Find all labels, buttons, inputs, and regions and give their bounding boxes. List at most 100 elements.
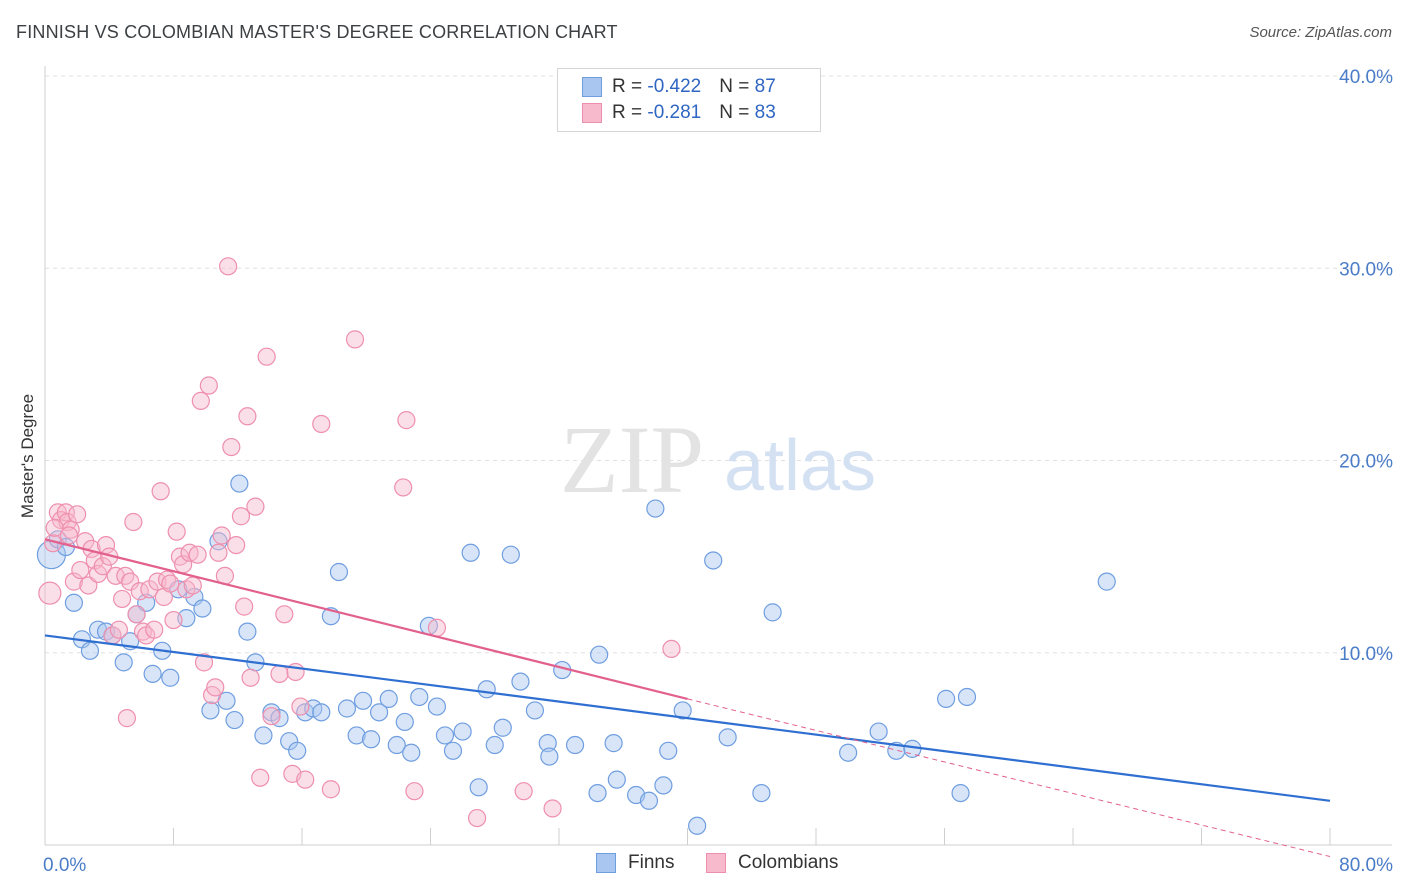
finns-point xyxy=(288,741,307,760)
finns-point xyxy=(511,672,530,691)
x-tick-label-max: 80.0% xyxy=(1339,855,1393,876)
watermark-zip: ZIP xyxy=(560,406,704,513)
legend-item-finns[interactable]: Finns xyxy=(596,852,674,874)
colombians-point xyxy=(345,330,365,349)
data-points xyxy=(36,257,1116,835)
finns-point xyxy=(161,668,180,687)
colombians-point xyxy=(206,678,225,697)
finns-point xyxy=(477,680,496,699)
colombians-point xyxy=(183,576,202,595)
legend-r-label: R = xyxy=(612,102,648,123)
finns-point xyxy=(201,701,220,720)
finns-point xyxy=(238,622,257,641)
legend-r-label: R = xyxy=(612,76,648,97)
y-tick-label: 20.0% xyxy=(1339,452,1393,473)
axes xyxy=(44,66,1392,846)
colombians-point xyxy=(71,560,90,580)
finns-point xyxy=(361,730,381,749)
y-axis-label: Master's Degree xyxy=(18,394,37,518)
finns-point xyxy=(604,734,623,753)
finns-point xyxy=(193,599,212,618)
finns-point xyxy=(869,722,888,741)
finns-point xyxy=(937,689,956,708)
colombians-point xyxy=(164,610,183,630)
finns-point xyxy=(230,474,249,493)
finns-point xyxy=(353,691,373,710)
legend-n-label: N = xyxy=(719,102,755,123)
finns-point xyxy=(254,726,273,745)
finns-point xyxy=(143,664,162,683)
source-label: Source: ZipAtlas.com xyxy=(1249,24,1392,41)
finns-point xyxy=(347,726,366,745)
legend-swatch-colombians xyxy=(706,853,726,873)
colombians-point xyxy=(227,535,246,555)
colombians-point xyxy=(251,768,270,787)
legend-swatch-finns xyxy=(582,77,602,97)
legend-item-colombians[interactable]: Colombians xyxy=(706,852,838,874)
colombians-point xyxy=(235,597,254,616)
colombians-point xyxy=(116,566,135,585)
finns-point xyxy=(387,735,406,755)
finns-point xyxy=(485,735,504,755)
colombians-point xyxy=(112,589,132,609)
y-tick-label: 30.0% xyxy=(1339,259,1393,280)
finns-point xyxy=(337,699,357,718)
finns-point xyxy=(469,778,488,797)
series-legend: Finns Colombians xyxy=(0,852,1406,878)
finns-point xyxy=(704,551,723,570)
finns-point xyxy=(114,653,133,672)
finns-point xyxy=(370,703,389,722)
colombians-point xyxy=(121,572,140,591)
finns-point xyxy=(379,689,398,708)
finns-point xyxy=(540,747,559,766)
legend-r-value: -0.422 xyxy=(647,76,702,97)
colombians-point xyxy=(222,437,241,457)
finns-point xyxy=(763,603,782,622)
finns-point xyxy=(951,783,970,803)
finns-point xyxy=(688,816,707,835)
finns-point xyxy=(525,701,545,720)
finns-point xyxy=(64,593,84,612)
finns-point xyxy=(225,710,244,730)
colombians-point xyxy=(321,780,341,799)
colombians-point xyxy=(124,512,143,532)
colombians-point xyxy=(427,618,447,637)
finns-point xyxy=(402,743,421,762)
finns-point xyxy=(410,687,429,707)
legend-n-value: 87 xyxy=(754,76,776,97)
legend-swatch-finns xyxy=(596,853,616,873)
colombians-point xyxy=(219,257,238,276)
finns-point xyxy=(461,543,480,562)
finns-point xyxy=(673,701,692,720)
finns-point xyxy=(329,562,349,582)
colombians-point xyxy=(394,478,413,497)
colombians-point xyxy=(93,557,112,576)
colombians-point xyxy=(59,526,79,545)
colombians-trend-line xyxy=(44,538,688,700)
finns-point xyxy=(312,703,331,722)
colombians-point xyxy=(662,639,681,659)
colombians-point xyxy=(38,581,62,605)
correlation-legend: R = -0.422 N = 87 R = -0.281 N = 83 xyxy=(557,68,821,132)
finns-point xyxy=(659,741,678,760)
legend-row-colombians: R = -0.281 N = 83 xyxy=(582,100,776,126)
finns-point xyxy=(443,741,463,760)
finns-point xyxy=(752,783,771,803)
x-tick-label-min: 0.0% xyxy=(43,855,86,876)
legend-label-colombians: Colombians xyxy=(738,852,839,873)
colombians-point xyxy=(405,782,424,801)
colombians-point xyxy=(151,482,170,501)
finns-point xyxy=(1097,572,1116,591)
colombians-point xyxy=(68,505,87,524)
colombians-point xyxy=(296,770,315,789)
trend-lines xyxy=(44,538,1331,858)
finns-point xyxy=(607,770,626,789)
colombians-point xyxy=(145,620,164,639)
colombians-point xyxy=(270,664,289,683)
colombians-point xyxy=(191,391,210,411)
tick-labels: 10.0% 20.0% 30.0% 40.0% 0.0% 80.0% xyxy=(43,67,1393,876)
finns-point xyxy=(646,499,665,518)
finns-point xyxy=(80,641,100,660)
legend-row-finns: R = -0.422 N = 87 xyxy=(582,74,776,100)
